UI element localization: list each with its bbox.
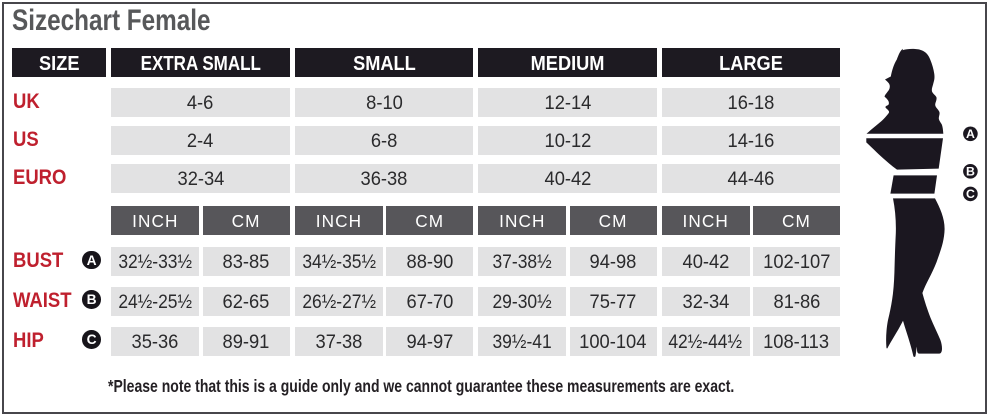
svg-text:A: A: [966, 127, 975, 141]
svg-text:B: B: [966, 165, 975, 179]
svg-text:C: C: [966, 187, 975, 201]
